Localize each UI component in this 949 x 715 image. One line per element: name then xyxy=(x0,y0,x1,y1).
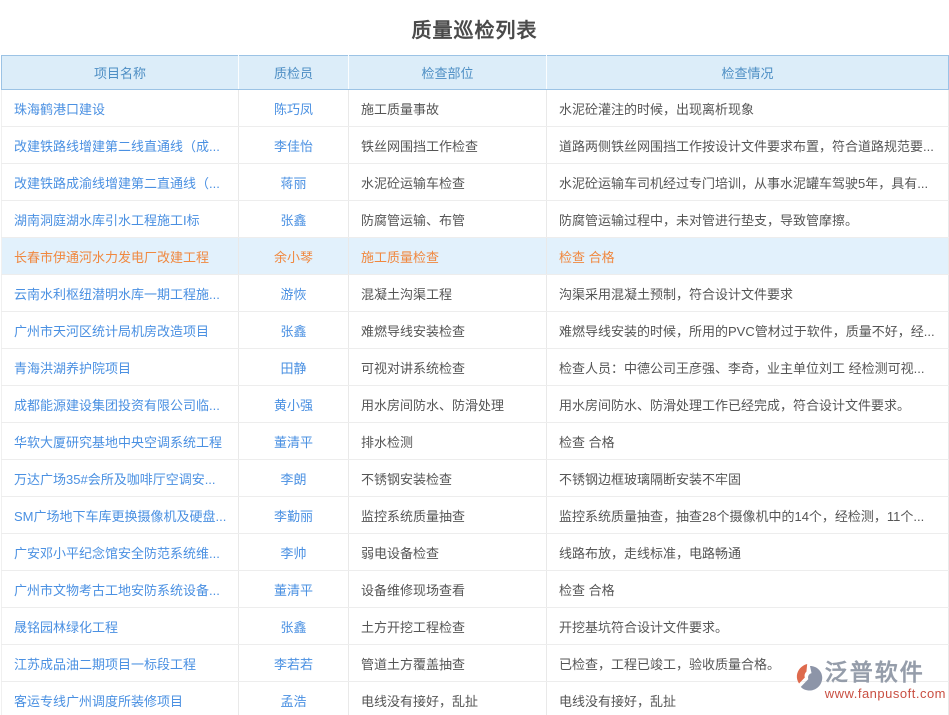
cell-project-name[interactable]: 青海洪湖养护院项目 xyxy=(1,348,239,386)
cell-project-name[interactable]: 广州市天河区统计局机房改造项目 xyxy=(1,311,239,349)
cell-check-part: 难燃导线安装检查 xyxy=(348,311,547,349)
cell-check-part: 弱电设备检查 xyxy=(348,533,547,571)
cell-check-situation: 道路两侧铁丝网围挡工作按设计文件要求布置，符合道路规范要... xyxy=(546,126,949,164)
cell-check-situation: 水泥砼灌注的时候，出现离析现象 xyxy=(546,89,949,127)
page-title: 质量巡检列表 xyxy=(411,20,538,42)
cell-check-situation: 用水房间防水、防滑处理工作已经完成，符合设计文件要求。 xyxy=(546,385,949,423)
cell-check-part: 排水检测 xyxy=(348,422,547,460)
column-header-situation: 检查情况 xyxy=(546,55,949,90)
cell-inspector[interactable]: 孟浩 xyxy=(238,681,349,715)
cell-project-name[interactable]: 广州市文物考古工地安防系统设备... xyxy=(1,570,239,608)
table-row[interactable]: 广安邓小平纪念馆安全防范系统维... 李帅 弱电设备检查 线路布放，走线标准，电路畅通 xyxy=(1,533,949,571)
cell-project-name[interactable]: 改建铁路线增建第二线直通线（成... xyxy=(1,126,239,164)
table-row[interactable]: 改建铁路线增建第二线直通线（成... 李佳怡 铁丝网围挡工作检查 道路两侧铁丝网围挡工… xyxy=(1,126,949,164)
cell-inspector[interactable]: 李朗 xyxy=(238,459,349,497)
cell-project-name[interactable]: 成都能源建设集团投资有限公司临... xyxy=(1,385,239,423)
quality-inspection-table: 项目名称 质检员 检查部位 检查情况 珠海鹤港口建设 陈巧凤 施工质量事故 水泥砼灌注… xyxy=(1,55,949,715)
cell-check-situation: 难燃导线安装的时候，所用的PVC管材过于软件，质量不好，经... xyxy=(546,311,949,349)
table-row[interactable]: 华软大厦研究基地中央空调系统工程 董清平 排水检测 检查 合格 xyxy=(1,422,949,460)
table-row[interactable]: 成都能源建设集团投资有限公司临... 黄小强 用水房间防水、防滑处理 用水房间防水、防… xyxy=(1,385,949,423)
table-row[interactable]: 改建铁路成渝线增建第二直通线（... 蒋丽 水泥砼运输车检查 水泥砼运输车司机经过专门… xyxy=(1,163,949,201)
cell-check-part: 管道土方覆盖抽查 xyxy=(348,644,547,682)
cell-check-part: 电线没有接好，乱扯 xyxy=(348,681,547,715)
table-row[interactable]: 万达广场35#会所及咖啡厅空调安... 李朗 不锈钢安装检查 不锈钢边框玻璃隔断安装不… xyxy=(1,459,949,497)
cell-inspector[interactable]: 游恢 xyxy=(238,274,349,312)
cell-inspector[interactable]: 李帅 xyxy=(238,533,349,571)
cell-check-situation: 开挖基坑符合设计文件要求。 xyxy=(546,607,949,645)
table-row[interactable]: 晟铭园林绿化工程 张鑫 土方开挖工程检查 开挖基坑符合设计文件要求。 xyxy=(1,607,949,645)
cell-check-situation: 监控系统质量抽查，抽查28个摄像机中的14个，经检测，11个... xyxy=(546,496,949,534)
cell-inspector[interactable]: 董清平 xyxy=(238,570,349,608)
cell-check-part: 用水房间防水、防滑处理 xyxy=(348,385,547,423)
cell-project-name[interactable]: 云南水利枢纽潜明水库一期工程施... xyxy=(1,274,239,312)
cell-inspector[interactable]: 张鑫 xyxy=(238,311,349,349)
table-row[interactable]: 湖南洞庭湖水库引水工程施工I标 张鑫 防腐管运输、布管 防腐管运输过程中，未对管进行垫… xyxy=(1,200,949,238)
cell-check-situation: 已检查，工程已竣工，验收质量合格。 xyxy=(546,644,949,682)
table-row[interactable]: 广州市文物考古工地安防系统设备... 董清平 设备维修现场查看 检查 合格 xyxy=(1,570,949,608)
cell-inspector[interactable]: 陈巧凤 xyxy=(238,89,349,127)
cell-inspector[interactable]: 蒋丽 xyxy=(238,163,349,201)
table-row[interactable]: 云南水利枢纽潜明水库一期工程施... 游恢 混凝土沟渠工程 沟渠采用混凝土预制，符合设… xyxy=(1,274,949,312)
inspection-table-body: 珠海鹤港口建设 陈巧凤 施工质量事故 水泥砼灌注的时候，出现离析现象 改建铁路线增建第二… xyxy=(1,89,949,715)
cell-project-name[interactable]: 晟铭园林绿化工程 xyxy=(1,607,239,645)
cell-check-situation: 电线没有接好，乱扯 xyxy=(546,681,949,715)
cell-check-part: 防腐管运输、布管 xyxy=(348,200,547,238)
cell-project-name[interactable]: 珠海鹤港口建设 xyxy=(1,89,239,127)
cell-check-part: 水泥砼运输车检查 xyxy=(348,163,547,201)
cell-check-situation: 检查 合格 xyxy=(546,570,949,608)
cell-inspector[interactable]: 黄小强 xyxy=(238,385,349,423)
cell-check-situation: 检查 合格 xyxy=(546,422,949,460)
cell-project-name[interactable]: 改建铁路成渝线增建第二直通线（... xyxy=(1,163,239,201)
cell-project-name[interactable]: 江苏成品油二期项目一标段工程 xyxy=(1,644,239,682)
column-header-inspector: 质检员 xyxy=(238,55,349,90)
table-row[interactable]: 江苏成品油二期项目一标段工程 李若若 管道土方覆盖抽查 已检查，工程已竣工，验收质量合… xyxy=(1,644,949,682)
cell-check-situation: 不锈钢边框玻璃隔断安装不牢固 xyxy=(546,459,949,497)
column-header-part: 检查部位 xyxy=(348,55,547,90)
cell-check-situation: 沟渠采用混凝土预制，符合设计文件要求 xyxy=(546,274,949,312)
cell-inspector[interactable]: 余小琴 xyxy=(238,237,349,275)
cell-project-name[interactable]: 湖南洞庭湖水库引水工程施工I标 xyxy=(1,200,239,238)
cell-project-name[interactable]: 广安邓小平纪念馆安全防范系统维... xyxy=(1,533,239,571)
cell-inspector[interactable]: 李若若 xyxy=(238,644,349,682)
cell-project-name[interactable]: 万达广场35#会所及咖啡厅空调安... xyxy=(1,459,239,497)
cell-inspector[interactable]: 董清平 xyxy=(238,422,349,460)
cell-inspector[interactable]: 张鑫 xyxy=(238,200,349,238)
cell-inspector[interactable]: 李佳怡 xyxy=(238,126,349,164)
cell-check-situation: 检查 合格 xyxy=(546,237,949,275)
cell-check-part: 土方开挖工程检查 xyxy=(348,607,547,645)
cell-check-situation: 水泥砼运输车司机经过专门培训，从事水泥罐车驾驶5年，具有... xyxy=(546,163,949,201)
table-row[interactable]: 广州市天河区统计局机房改造项目 张鑫 难燃导线安装检查 难燃导线安装的时候，所用的PV… xyxy=(1,311,949,349)
table-row[interactable]: SM广场地下车库更换摄像机及硬盘... 李勤丽 监控系统质量抽查 监控系统质量抽查，抽… xyxy=(1,496,949,534)
cell-inspector[interactable]: 田静 xyxy=(238,348,349,386)
table-row[interactable]: 青海洪湖养护院项目 田静 可视对讲系统检查 检查人员：中德公司王彦强、李奇，业主单位刘… xyxy=(1,348,949,386)
cell-inspector[interactable]: 李勤丽 xyxy=(238,496,349,534)
cell-inspector[interactable]: 张鑫 xyxy=(238,607,349,645)
table-row[interactable]: 珠海鹤港口建设 陈巧凤 施工质量事故 水泥砼灌注的时候，出现离析现象 xyxy=(1,89,949,127)
cell-check-part: 施工质量事故 xyxy=(348,89,547,127)
cell-project-name[interactable]: 长春市伊通河水力发电厂改建工程 xyxy=(1,237,239,275)
cell-project-name[interactable]: 华软大厦研究基地中央空调系统工程 xyxy=(1,422,239,460)
cell-project-name[interactable]: 客运专线广州调度所装修项目 xyxy=(1,681,239,715)
cell-check-part: 混凝土沟渠工程 xyxy=(348,274,547,312)
column-header-project: 项目名称 xyxy=(1,55,239,90)
table-row[interactable]: 客运专线广州调度所装修项目 孟浩 电线没有接好，乱扯 电线没有接好，乱扯 xyxy=(1,681,949,715)
cell-check-situation: 线路布放，走线标准，电路畅通 xyxy=(546,533,949,571)
cell-check-situation: 检查人员：中德公司王彦强、李奇，业主单位刘工 经检测可视... xyxy=(546,348,949,386)
table-header-row: 项目名称 质检员 检查部位 检查情况 xyxy=(1,55,949,90)
cell-project-name[interactable]: SM广场地下车库更换摄像机及硬盘... xyxy=(1,496,239,534)
cell-check-part: 不锈钢安装检查 xyxy=(348,459,547,497)
cell-check-part: 铁丝网围挡工作检查 xyxy=(348,126,547,164)
cell-check-part: 设备维修现场查看 xyxy=(348,570,547,608)
cell-check-part: 可视对讲系统检查 xyxy=(348,348,547,386)
cell-check-part: 施工质量检查 xyxy=(348,237,547,275)
table-row[interactable]: 长春市伊通河水力发电厂改建工程 余小琴 施工质量检查 检查 合格 xyxy=(1,237,949,275)
cell-check-part: 监控系统质量抽查 xyxy=(348,496,547,534)
cell-check-situation: 防腐管运输过程中，未对管进行垫支，导致管摩擦。 xyxy=(546,200,949,238)
